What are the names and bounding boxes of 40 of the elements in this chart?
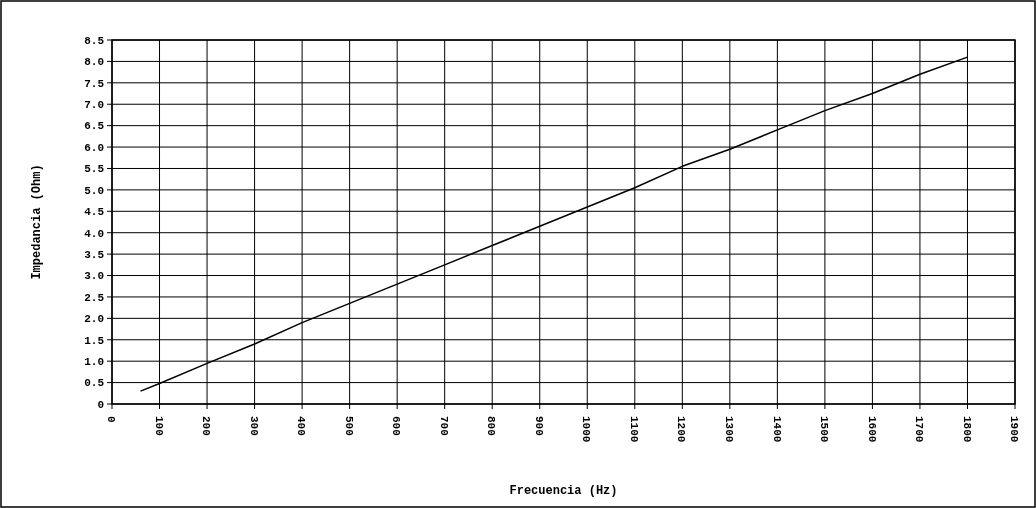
- x-tick-label: 700: [437, 416, 450, 436]
- x-axis-title: Frecuencia (Hz): [509, 484, 618, 498]
- y-tick-label: 0: [97, 398, 104, 411]
- x-tick-label: 400: [295, 416, 308, 436]
- x-tick-label: 1900: [1008, 416, 1021, 443]
- y-tick-label: 6.0: [84, 141, 104, 154]
- y-tick-label: 2.0: [84, 313, 104, 326]
- y-tick-label: 0.5: [84, 377, 105, 390]
- x-tick-label: 900: [532, 416, 545, 436]
- y-tick-label: 8.5: [84, 34, 105, 47]
- y-tick-label: 4.5: [84, 206, 105, 219]
- y-tick-label: 4.0: [84, 227, 104, 240]
- x-tick-label: 1300: [722, 416, 735, 443]
- x-tick-label: 100: [152, 416, 165, 436]
- x-tick-label: 1600: [865, 416, 878, 443]
- x-tick-label: 0: [105, 416, 118, 423]
- x-tick-label: 1200: [675, 416, 688, 443]
- x-tick-label: 200: [200, 416, 213, 436]
- y-tick-label: 1.5: [84, 334, 105, 347]
- y-tick-label: 7.5: [84, 77, 105, 90]
- y-tick-label: 5.0: [84, 184, 104, 197]
- x-tick-label: 1000: [580, 416, 593, 443]
- y-tick-label: 3.5: [84, 248, 105, 261]
- y-tick-label: 7.0: [84, 99, 104, 112]
- y-tick-label: 5.5: [84, 163, 105, 176]
- y-tick-label: 6.5: [84, 120, 105, 133]
- y-axis-title: Impedancia (Ohm): [30, 164, 44, 280]
- x-tick-label: 1100: [627, 416, 640, 443]
- x-tick-label: 1800: [960, 416, 973, 443]
- x-tick-label: 1400: [770, 416, 783, 443]
- x-tick-label: 1500: [818, 416, 831, 443]
- x-tick-label: 1700: [913, 416, 926, 443]
- y-tick-label: 3.0: [84, 270, 104, 283]
- x-tick-label: 800: [485, 416, 498, 436]
- y-tick-label: 2.5: [84, 291, 105, 304]
- y-tick-label: 1.0: [84, 356, 104, 369]
- x-tick-label: 300: [247, 416, 260, 436]
- y-tick-label: 8.0: [84, 56, 104, 69]
- x-tick-label: 500: [342, 416, 355, 436]
- x-tick-label: 600: [390, 416, 403, 436]
